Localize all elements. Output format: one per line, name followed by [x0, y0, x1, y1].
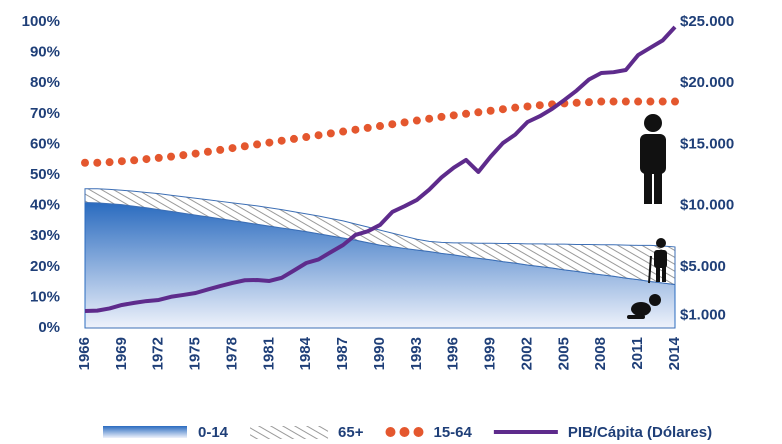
dot	[179, 151, 188, 160]
dot	[277, 136, 286, 145]
legend-entry: 65+	[250, 424, 364, 441]
dot	[376, 122, 384, 131]
x-tick-label: 1984	[297, 336, 314, 370]
dot	[203, 147, 212, 156]
dot	[671, 97, 679, 106]
y2-tick-label: $20.000	[680, 74, 734, 91]
dot	[400, 118, 409, 127]
legend-swatch	[103, 426, 187, 438]
y-tick-label: 70%	[30, 105, 60, 122]
dot	[523, 102, 532, 111]
x-tick-label: 2005	[555, 337, 572, 370]
y-tick-label: 10%	[30, 288, 60, 305]
x-tick-label: 1981	[260, 337, 277, 370]
x-tick-label: 2014	[666, 336, 683, 370]
x-tick-label: 1999	[482, 337, 499, 370]
legend-label: PIB/Cápita (Dólares)	[568, 424, 712, 441]
dot	[388, 120, 397, 129]
x-tick-label: 1996	[445, 337, 462, 370]
y-tick-label: 80%	[30, 74, 60, 91]
legend-entry: 15-64	[385, 424, 473, 441]
x-tick-label: 1969	[113, 337, 130, 370]
dot	[105, 158, 114, 167]
y-tick-label: 100%	[22, 13, 60, 30]
dot	[81, 158, 89, 167]
x-tick-label: 1990	[371, 337, 388, 370]
y2-tick-label: $10.000	[680, 197, 734, 214]
dot	[658, 97, 667, 106]
dot	[326, 129, 335, 138]
dot	[289, 134, 298, 143]
dot	[130, 156, 139, 165]
dot	[462, 109, 471, 118]
dot	[474, 108, 483, 117]
dot	[154, 153, 163, 162]
dot	[339, 127, 348, 136]
dot	[228, 144, 237, 153]
dot	[167, 152, 176, 161]
legend-entry: 0-14	[103, 424, 229, 441]
y2-tick-label: $15.000	[680, 135, 734, 152]
dot	[437, 112, 446, 121]
dot	[265, 138, 274, 147]
dot	[142, 155, 151, 164]
x-tick-label: 1987	[334, 337, 351, 370]
x-tick-label: 1993	[408, 337, 425, 370]
y-tick-label: 20%	[30, 258, 60, 275]
dot	[535, 101, 544, 110]
legend-label: 0-14	[198, 424, 229, 441]
dot	[363, 123, 372, 132]
dot	[240, 142, 249, 151]
x-tick-label: 2011	[629, 337, 646, 370]
dot	[511, 103, 520, 112]
x-tick-label: 2008	[592, 337, 609, 370]
legend-swatch	[413, 427, 424, 437]
dot	[498, 105, 507, 114]
legend-label: 65+	[338, 424, 364, 441]
dot	[609, 97, 618, 106]
dot	[621, 97, 630, 106]
y2-tick-label: $25.000	[680, 13, 734, 30]
y-tick-label: 90%	[30, 44, 60, 61]
legend-swatch	[399, 427, 410, 437]
gdp-line	[84, 25, 677, 313]
legend-entry: PIB/Cápita (Dólares)	[493, 424, 712, 441]
y-tick-label: 0%	[38, 319, 60, 336]
dot	[449, 111, 458, 120]
y-tick-label: 60%	[30, 135, 60, 152]
dot	[572, 98, 581, 107]
y2-tick-label: $1.000	[680, 307, 726, 324]
x-tick-label: 1972	[150, 337, 167, 370]
dot	[191, 149, 200, 158]
y2-tick-label: $5.000	[680, 258, 726, 275]
dot	[634, 97, 643, 106]
dot	[117, 157, 126, 166]
x-tick-label: 1978	[223, 337, 240, 370]
area-65	[84, 188, 676, 286]
dot	[584, 98, 593, 107]
dot	[486, 106, 495, 115]
legend-label: 15-64	[433, 424, 472, 441]
y-tick-label: 50%	[30, 166, 60, 183]
people-icons	[627, 114, 667, 319]
dot	[93, 158, 102, 167]
dot	[351, 125, 360, 134]
dot	[597, 97, 606, 106]
x-tick-label: 1966	[76, 337, 93, 370]
y-tick-label: 30%	[30, 227, 60, 244]
x-tick-label: 2002	[518, 337, 535, 370]
legend-swatch	[385, 427, 396, 437]
dot	[314, 131, 323, 140]
x-tick-label: 1975	[187, 337, 204, 370]
dot	[302, 133, 311, 142]
dot	[253, 140, 262, 149]
legend-swatch	[250, 426, 329, 439]
y-tick-label: 40%	[30, 197, 60, 214]
dot	[216, 145, 225, 154]
dot	[412, 116, 421, 125]
dot	[646, 97, 655, 106]
dot	[425, 114, 434, 123]
